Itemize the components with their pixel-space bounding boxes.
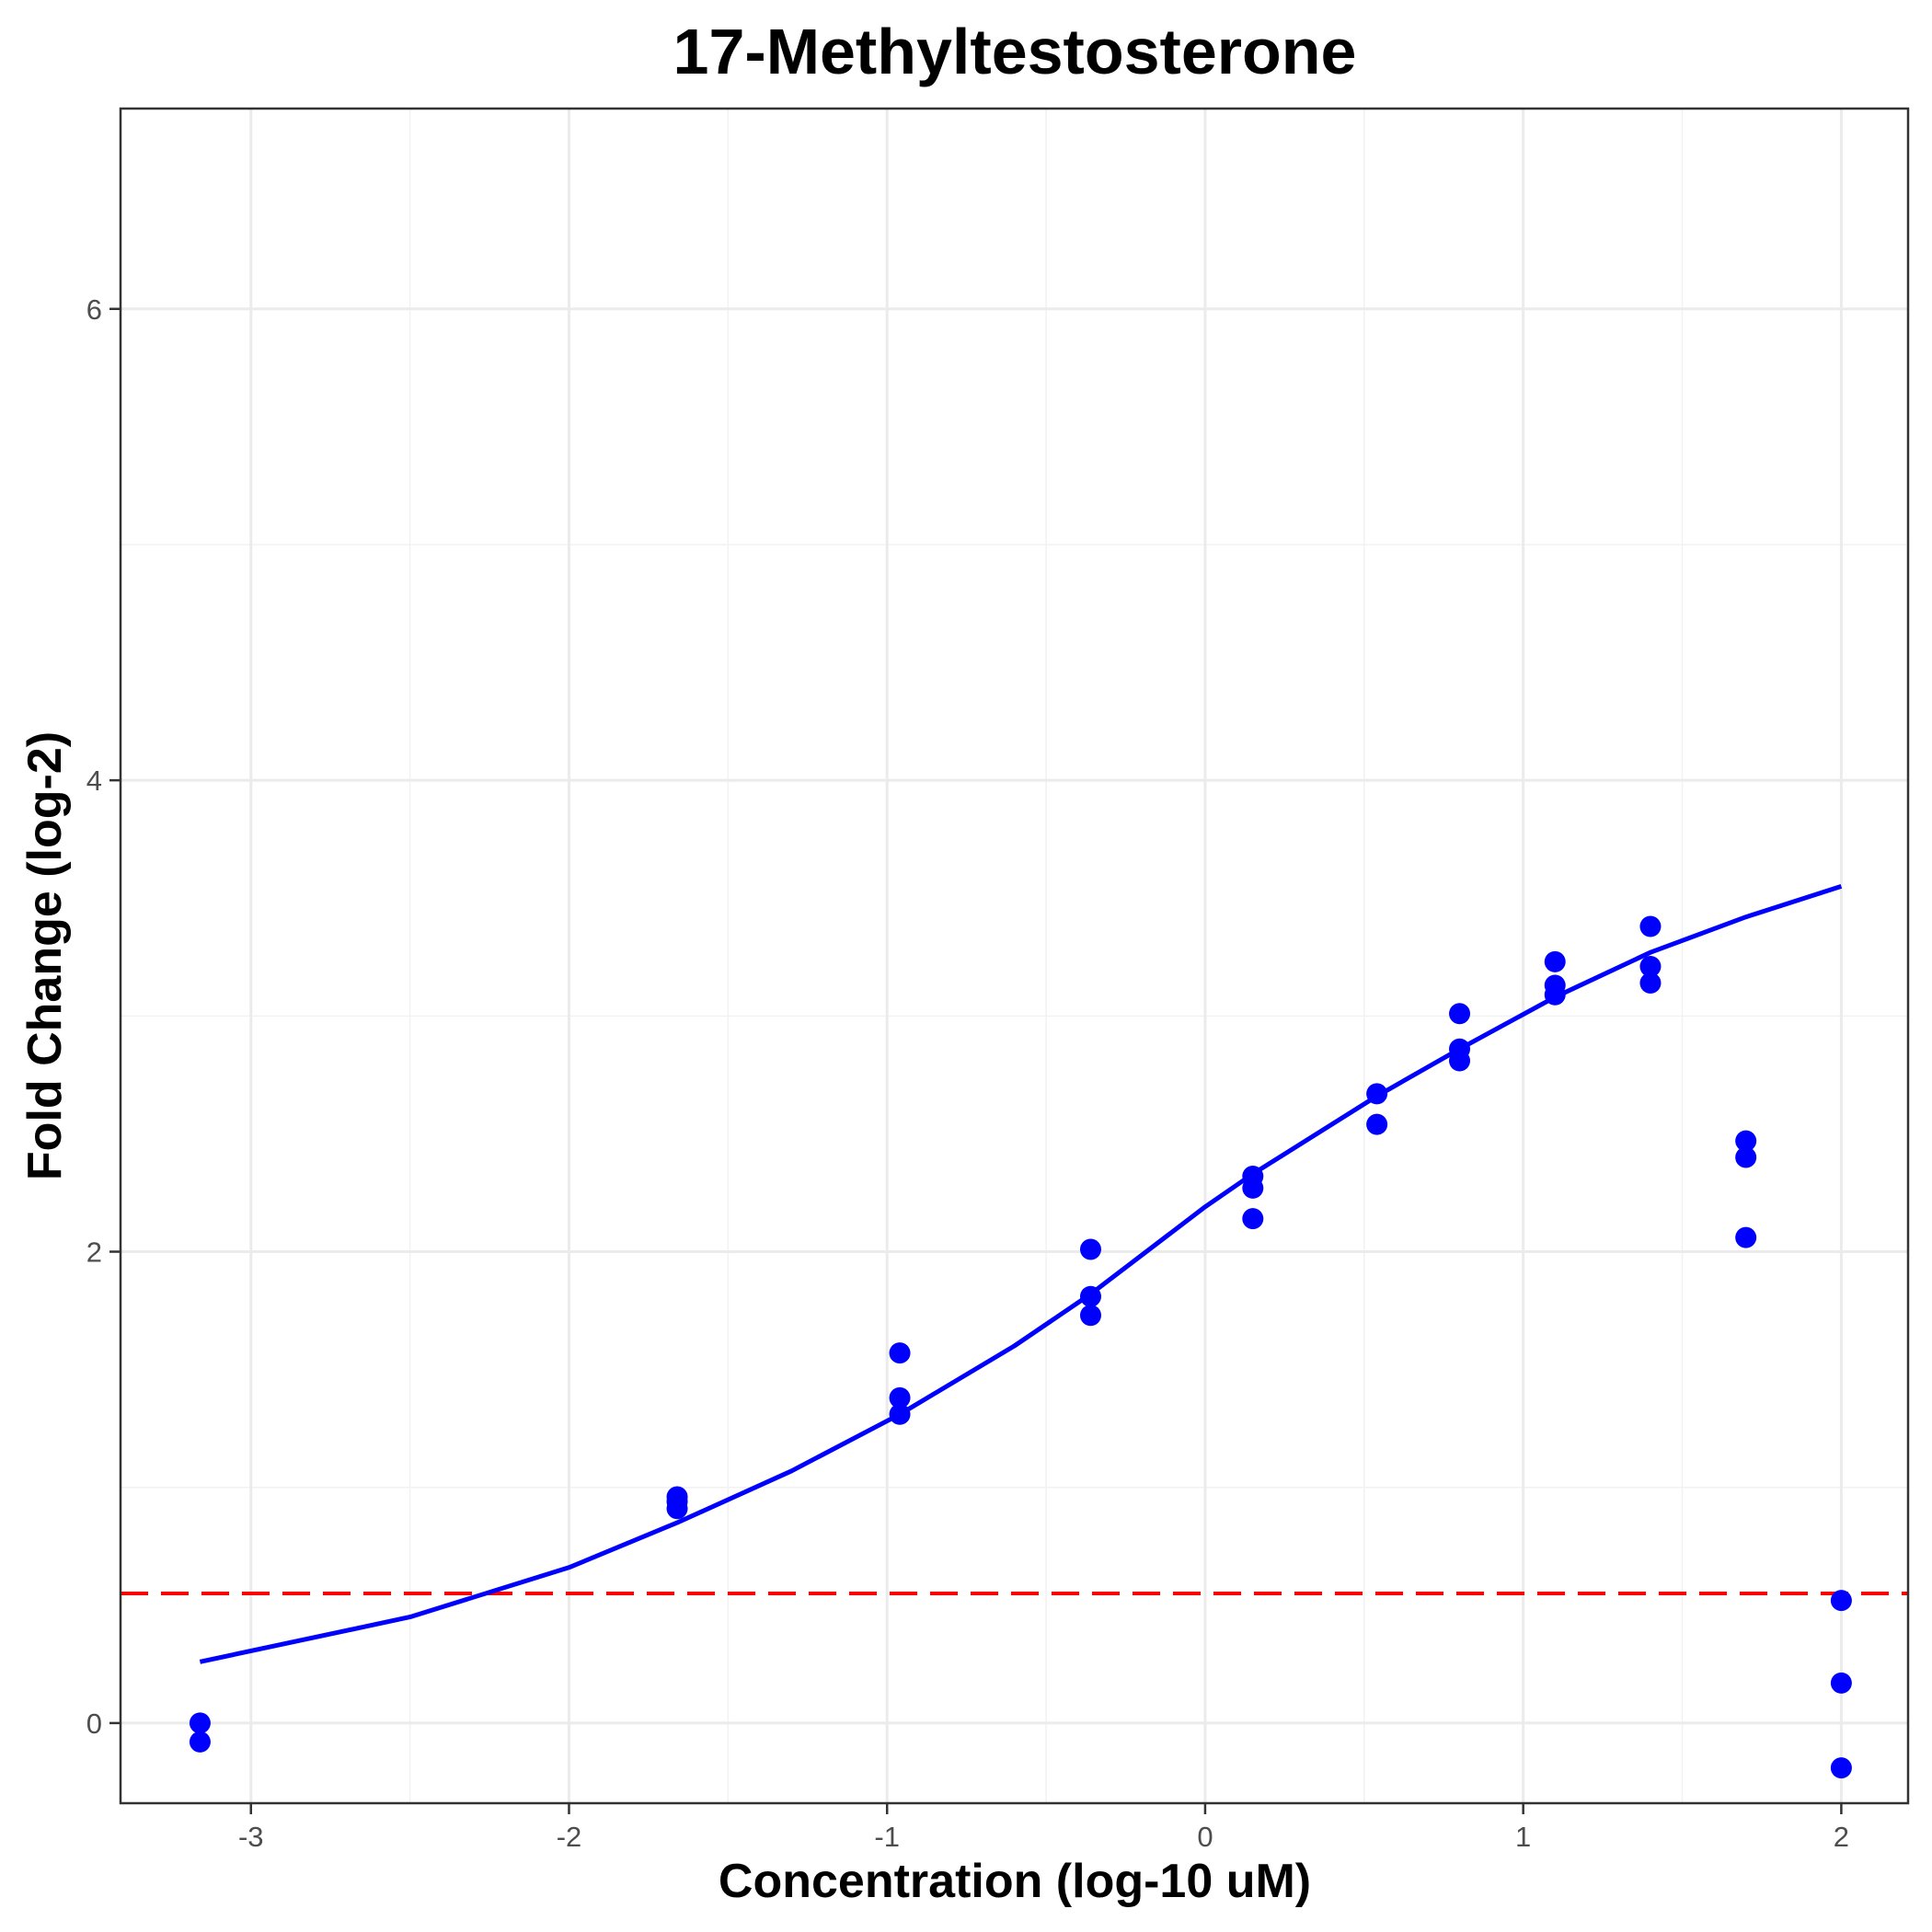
y-tick-label: 4 <box>86 765 102 797</box>
data-point <box>1366 1113 1388 1135</box>
data-point <box>1639 956 1662 978</box>
y-axis-label: Fold Change (log-2) <box>18 731 72 1180</box>
fit-curve <box>199 884 1843 1664</box>
data-point <box>889 1342 911 1364</box>
data-point <box>1242 1177 1264 1199</box>
data-point <box>1079 1305 1101 1327</box>
data-point <box>189 1731 211 1753</box>
x-axis: -3 -2 -1 0 1 2 <box>238 1803 1849 1853</box>
data-point <box>889 1403 911 1425</box>
grid-lines <box>121 109 1908 1803</box>
data-point <box>1242 1208 1264 1230</box>
data-point <box>1830 1757 1852 1779</box>
x-tick-label: 1 <box>1515 1821 1531 1853</box>
x-tick-label: 0 <box>1197 1821 1213 1853</box>
data-point <box>1639 915 1662 937</box>
x-axis-label: Concentration (log-10 uM) <box>719 1855 1311 1908</box>
data-point <box>1544 950 1566 972</box>
x-tick-label: -2 <box>557 1821 582 1853</box>
y-tick-label: 2 <box>86 1236 102 1269</box>
data-point <box>189 1712 211 1734</box>
x-tick-label: 2 <box>1834 1821 1849 1853</box>
data-point <box>1735 1130 1757 1152</box>
data-point <box>1735 1146 1757 1168</box>
data-point <box>1830 1672 1852 1694</box>
data-point <box>1639 972 1662 994</box>
data-point <box>1830 1590 1852 1612</box>
data-point <box>1079 1238 1101 1260</box>
data-point <box>1544 983 1566 1006</box>
y-tick-label: 0 <box>86 1708 102 1740</box>
chart-title: 17-Methyltestosterone <box>673 16 1357 87</box>
data-points <box>189 915 1852 1779</box>
data-point <box>1366 1083 1388 1105</box>
y-axis: 0 2 4 6 <box>86 293 121 1740</box>
data-point <box>666 1498 688 1520</box>
data-point <box>1735 1226 1757 1248</box>
y-tick-label: 6 <box>86 293 102 326</box>
data-point <box>1449 1003 1471 1025</box>
data-point <box>1449 1050 1471 1072</box>
data-point <box>889 1386 911 1409</box>
fit-curve-layer <box>199 884 1843 1664</box>
data-point <box>1079 1285 1101 1307</box>
plot-panel-border <box>119 107 1910 1805</box>
x-tick-label: -1 <box>874 1821 900 1853</box>
x-tick-label: -3 <box>238 1821 264 1853</box>
